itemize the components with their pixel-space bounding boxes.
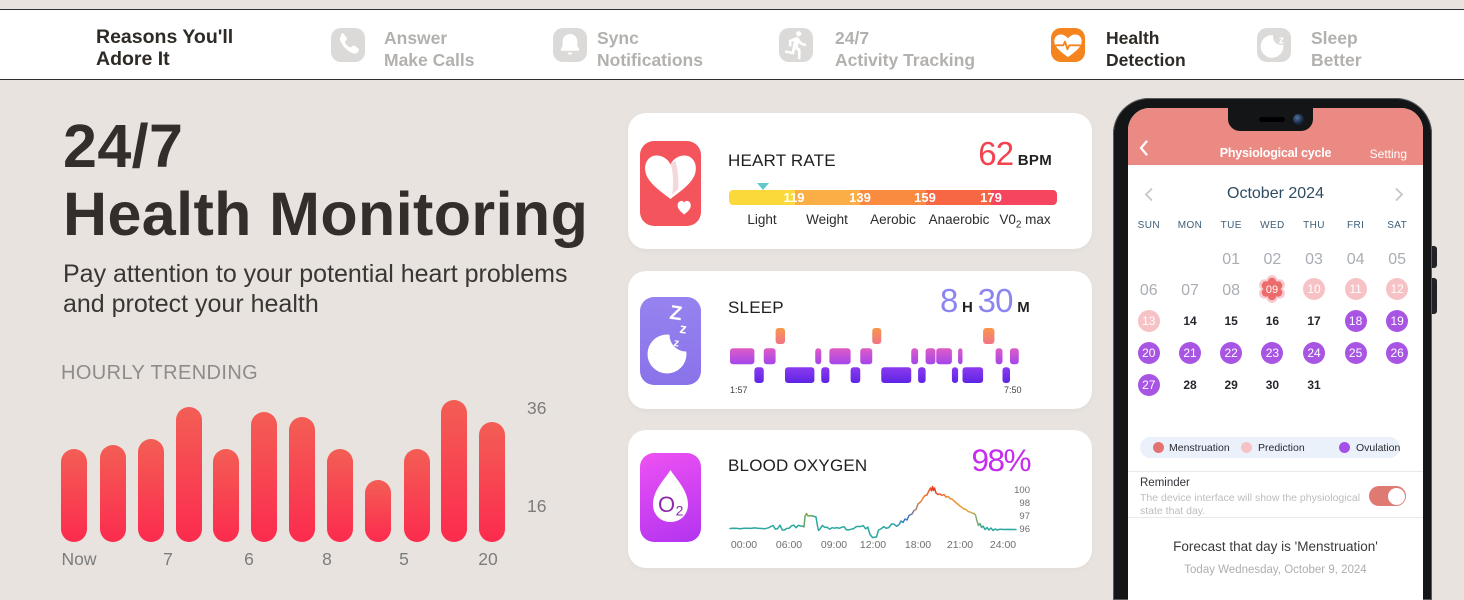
svg-text:O: O bbox=[658, 492, 675, 517]
svg-text:z: z bbox=[679, 320, 688, 337]
svg-text:z: z bbox=[1279, 34, 1284, 46]
svg-text:2: 2 bbox=[676, 503, 684, 519]
svg-text:z: z bbox=[673, 337, 681, 350]
svg-text:Z: Z bbox=[668, 302, 683, 325]
svg-text:09: 09 bbox=[1266, 284, 1278, 296]
